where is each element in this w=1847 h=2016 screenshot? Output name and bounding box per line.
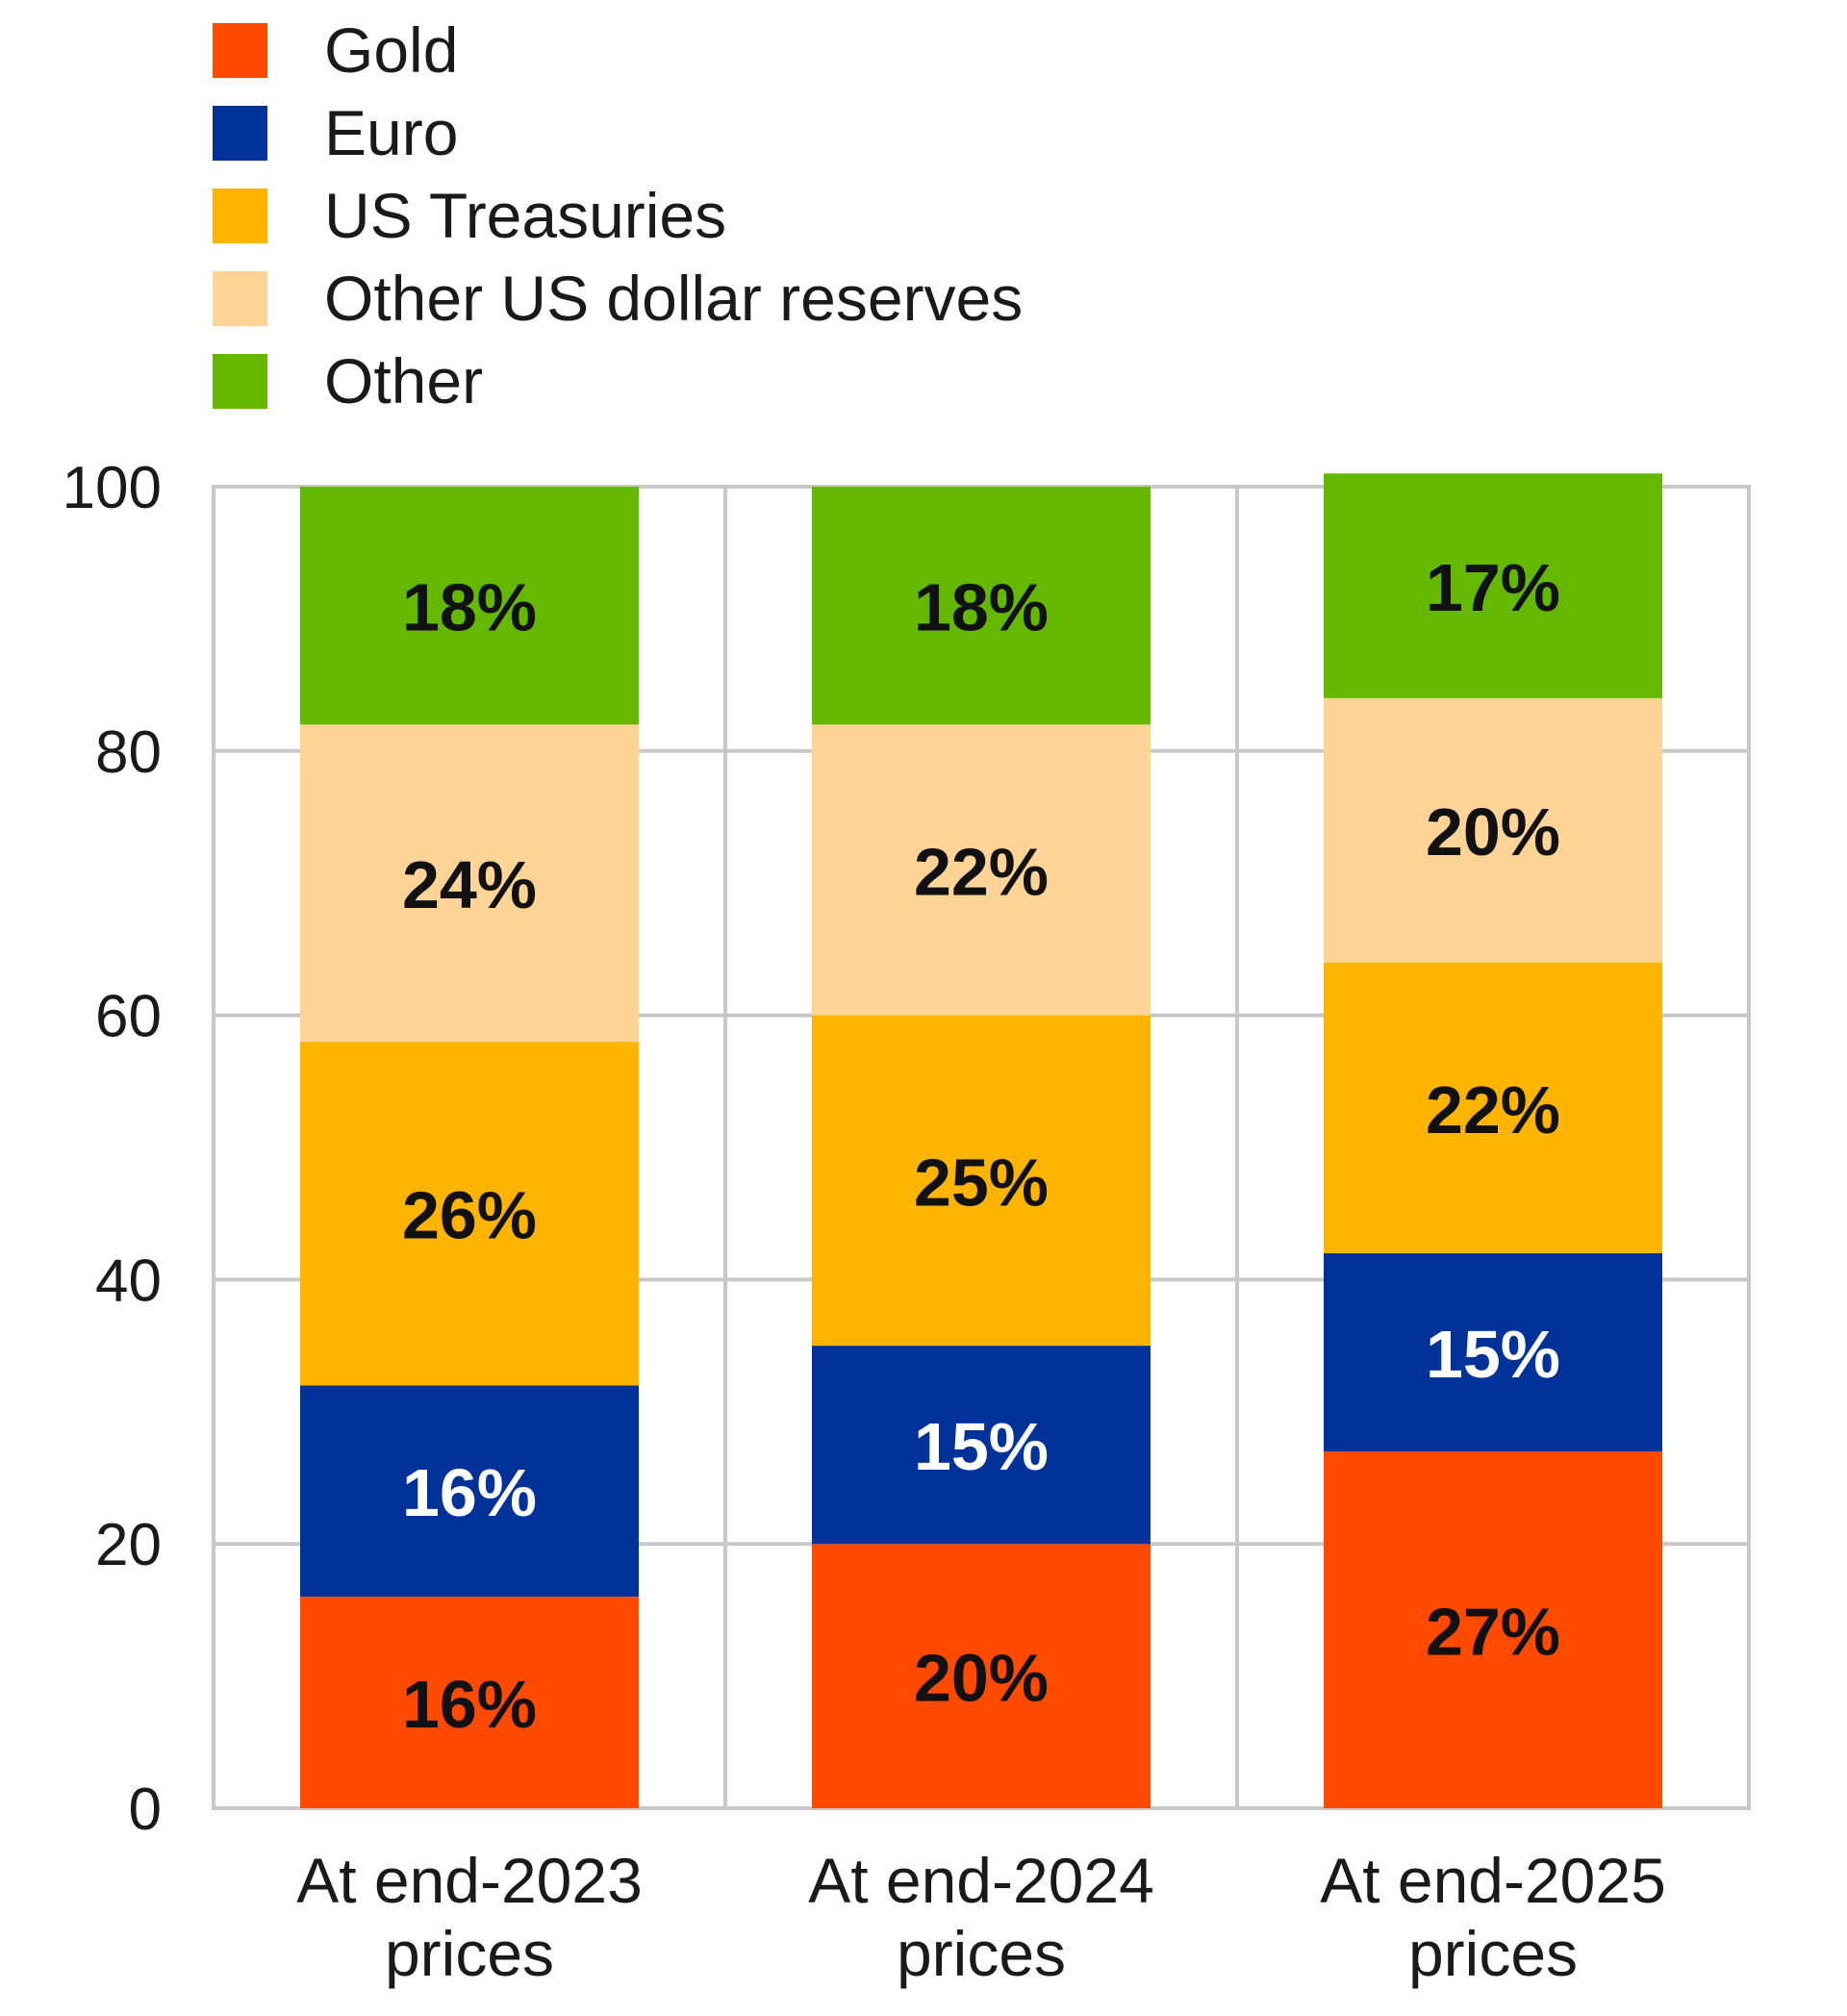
data-label-other-us-dollar-reserves-3: 20% — [1426, 794, 1560, 869]
legend-label-euro: Euro — [324, 97, 459, 168]
data-label-gold-3: 27% — [1426, 1595, 1560, 1670]
legend-item-euro: Euro — [213, 97, 1175, 168]
bar-euro-2 — [812, 1346, 1151, 1545]
x-tick-label-1-line-2: prices — [385, 1918, 554, 1989]
bar-euro-1 — [300, 1385, 639, 1598]
data-label-other-us-dollar-reserves-1: 24% — [402, 847, 537, 922]
data-label-euro-3: 15% — [1426, 1317, 1560, 1392]
data-label-other-3: 17% — [1426, 550, 1560, 625]
bars — [300, 473, 1662, 1808]
legend-label-other-us-dollar-reserves: Other US dollar reserves — [324, 263, 1024, 334]
bar-other-us-dollar-reserves-1 — [300, 724, 639, 1043]
data-label-us-treasuries-1: 26% — [402, 1178, 537, 1253]
bar-other-us-dollar-reserves-3 — [1324, 697, 1662, 963]
y-tick-label-80: 80 — [95, 719, 162, 786]
bar-gold-3 — [1324, 1451, 1662, 1808]
data-label-other-1: 18% — [402, 570, 537, 645]
legend-swatch-euro — [213, 106, 267, 161]
legend-item-other-us-dollar-reserves: Other US dollar reserves — [213, 263, 1175, 334]
data-label-gold-2: 20% — [914, 1641, 1049, 1716]
bar-gold-2 — [812, 1544, 1151, 1808]
bar-euro-3 — [1324, 1252, 1662, 1452]
data-label-euro-2: 15% — [914, 1409, 1049, 1484]
legend-swatch-us-treasuries — [213, 189, 267, 243]
legend-swatch-gold — [213, 23, 267, 78]
x-tick-label-1-line-1: At end-2023 — [296, 1845, 643, 1916]
legend-label-us-treasuries: US Treasuries — [324, 180, 727, 251]
data-label-gold-1: 16% — [402, 1667, 537, 1742]
y-tick-label-60: 60 — [95, 984, 162, 1050]
x-tick-label-3-line-1: At end-2025 — [1320, 1845, 1666, 1916]
x-tick-label-3-line-2: prices — [1408, 1918, 1578, 1989]
bar-other-us-dollar-reserves-2 — [812, 724, 1151, 1016]
data-label-other-2: 18% — [914, 570, 1049, 645]
y-tick-label-0: 0 — [129, 1777, 162, 1843]
data-label-euro-1: 16% — [402, 1455, 537, 1530]
x-tick-label-2-line-1: At end-2024 — [808, 1845, 1154, 1916]
bar-gold-1 — [300, 1597, 639, 1808]
legend-item-gold: Gold — [213, 14, 1175, 86]
bar-us-treasuries-3 — [1324, 962, 1662, 1253]
legend-label-gold: Gold — [324, 14, 459, 86]
y-tick-label-100: 100 — [63, 455, 162, 521]
bar-other-2 — [812, 487, 1151, 725]
legend-item-other: Other — [213, 345, 1175, 416]
x-tick-label-2-line-2: prices — [897, 1918, 1066, 1989]
legend-swatch-other — [213, 354, 267, 409]
bar-us-treasuries-1 — [300, 1042, 639, 1386]
data-label-us-treasuries-2: 25% — [914, 1145, 1049, 1220]
legend-swatch-other-us-dollar-reserves — [213, 271, 267, 326]
legend-item-us-treasuries: US Treasuries — [213, 180, 1175, 251]
bar-other-1 — [300, 487, 639, 725]
legend-label-other: Other — [324, 345, 484, 416]
data-labels: 16% 16% 26% 24% 18% 20% 15% 25% 22% 18% 27% 15% 22% 2… — [402, 550, 1560, 1742]
data-label-other-us-dollar-reserves-2: 22% — [914, 834, 1049, 909]
bar-other-3 — [1324, 473, 1662, 698]
bar-us-treasuries-2 — [812, 1015, 1151, 1347]
y-tick-label-20: 20 — [95, 1512, 162, 1578]
data-label-us-treasuries-3: 22% — [1426, 1072, 1560, 1147]
y-tick-label-40: 40 — [95, 1247, 162, 1314]
